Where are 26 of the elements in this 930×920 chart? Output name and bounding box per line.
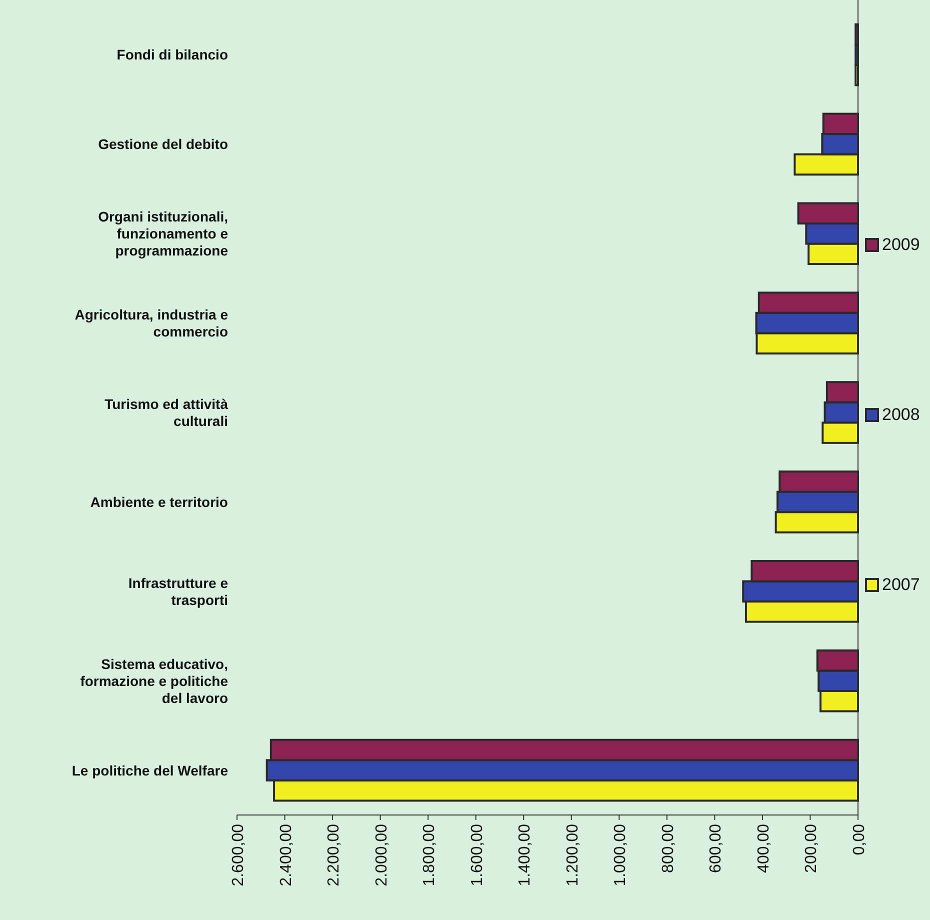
x-tick-label: 1.600,00	[468, 824, 486, 886]
y-tick-label: Infrastrutture e trasporti	[128, 574, 228, 608]
x-tick-label: 200,00	[803, 824, 820, 873]
x-tick-label: 0,00	[851, 824, 868, 856]
x-tick-label: 2.200,00	[326, 824, 343, 886]
y-tick-label: Turismo ed attività culturali	[104, 396, 228, 429]
legend-label: 2008	[882, 405, 920, 424]
x-tick-label: 2.400,00	[278, 824, 295, 886]
legend-label: 2009	[882, 235, 920, 254]
y-tick-label: Le politiche del Welfare	[72, 762, 228, 778]
x-tick-label: 1.200,00	[564, 824, 582, 886]
x-tick-label: 1.400,00	[516, 824, 534, 886]
x-tick-label: 2.600,00	[230, 824, 247, 886]
y-tick-label: Fondi di bilancio	[116, 46, 228, 63]
legend-label: 2007	[882, 575, 920, 594]
y-tick-label: Agricoltura, industria e commercio	[74, 306, 228, 340]
x-tick-label: 2.000,00	[373, 824, 390, 886]
x-tick-label: 800,00	[660, 824, 677, 873]
y-tick-label: Organi istituzionali, funzionamento e programmazione	[98, 208, 228, 259]
x-tick-label: 1.000,00	[612, 824, 630, 886]
y-tick-label: Ambiente e territorio	[90, 494, 228, 510]
x-tick-label: 400,00	[755, 824, 772, 873]
y-tick-label: Gestione del debito	[98, 136, 228, 152]
x-tick-label: 600,00	[708, 824, 725, 873]
y-tick-label: Sistema educativo, formazione e politiche del lavoro	[80, 656, 228, 706]
x-tick-label: 1.800,00	[421, 824, 438, 886]
